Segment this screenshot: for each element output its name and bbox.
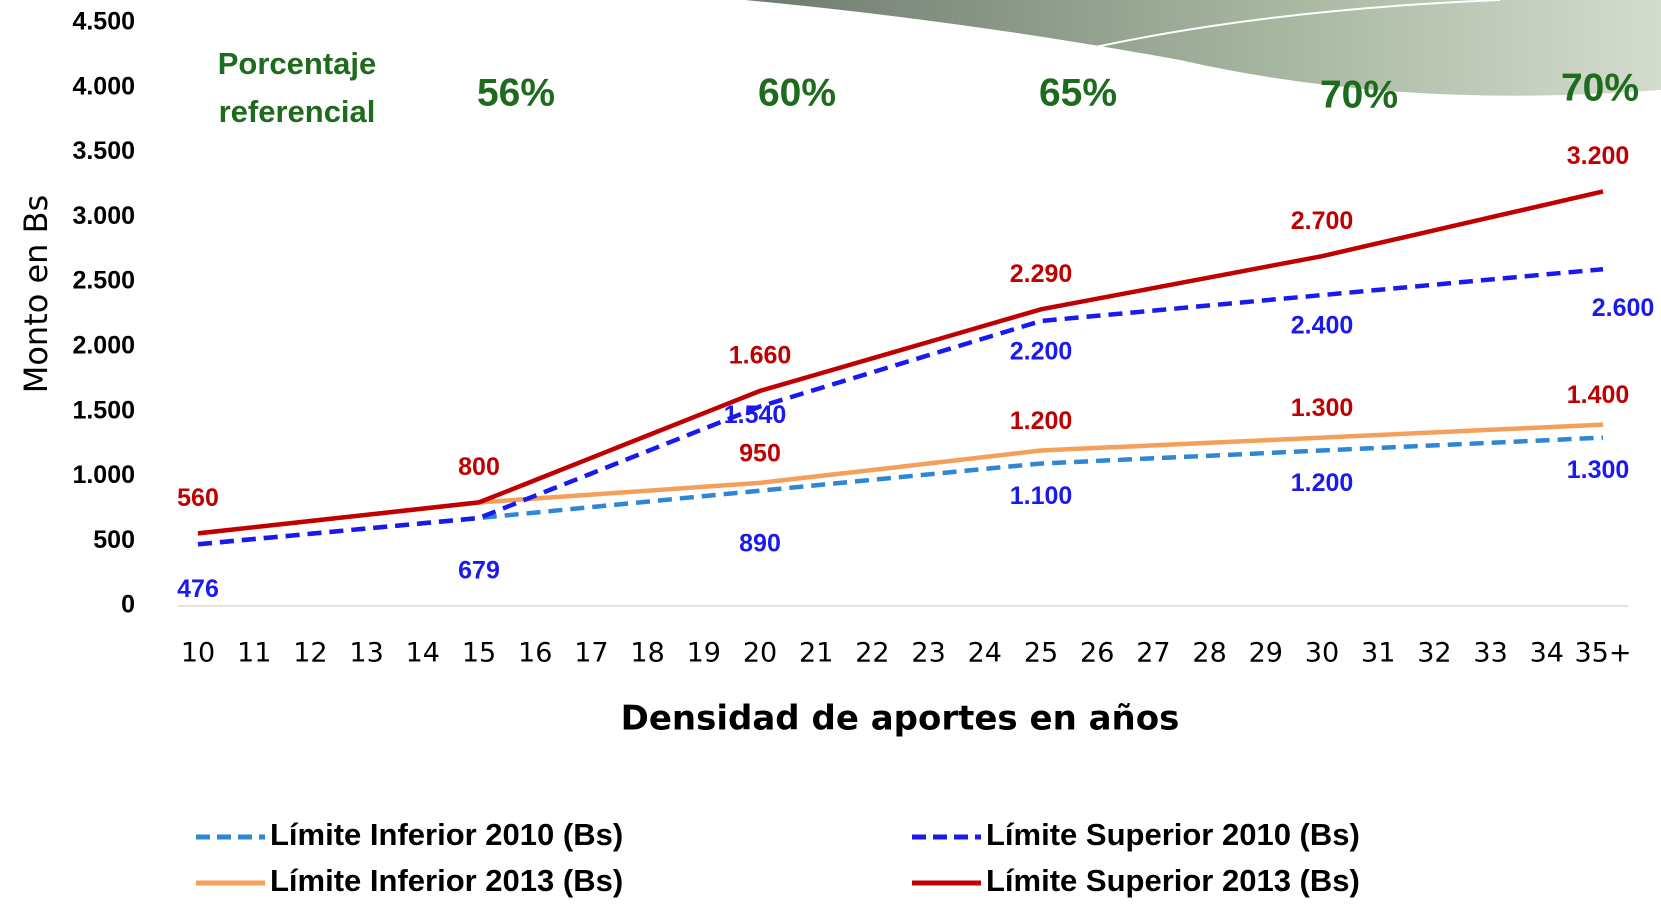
x-tick-label: 19 [687, 638, 721, 669]
x-tick-label: 17 [574, 638, 608, 669]
annotation-heading: referencial [219, 94, 376, 129]
y-tick-label: 2.000 [72, 331, 135, 359]
annotation-heading: Porcentaje [218, 46, 377, 81]
y-tick-label: 4.500 [72, 8, 135, 36]
decoration [745, 0, 1661, 96]
x-tick-label: 34 [1530, 638, 1564, 669]
x-tick-label: 28 [1192, 638, 1226, 669]
data-label: 679 [458, 557, 500, 585]
x-tick-label: 30 [1305, 638, 1339, 669]
y-axis-title: Monto en Bs [17, 195, 55, 394]
x-tick-label: 12 [293, 638, 327, 669]
data-label: 476 [177, 575, 219, 603]
annotation-percentage: 60% [758, 71, 836, 114]
y-tick-label: 0 [121, 591, 135, 619]
data-label: 2.600 [1592, 294, 1655, 322]
data-label: 950 [739, 440, 781, 468]
x-tick-label: 27 [1136, 638, 1170, 669]
data-label: 2.200 [1010, 338, 1073, 366]
x-tick-label: 14 [406, 638, 440, 669]
data-label: 2.400 [1291, 312, 1354, 340]
series-line [197, 435, 1604, 547]
x-tick-label: 20 [743, 638, 777, 669]
annotation-percentage: 70% [1320, 73, 1398, 116]
x-tick-label: 32 [1417, 638, 1451, 669]
y-tick-label: 1.500 [72, 396, 135, 424]
x-tick-label: 11 [237, 638, 271, 669]
data-label: 560 [177, 484, 219, 512]
y-tick-label: 3.000 [72, 202, 135, 230]
data-label: 1.300 [1291, 394, 1354, 422]
legend-label: Límite Inferior 2013 (Bs) [270, 863, 623, 898]
x-tick-label: 24 [968, 638, 1002, 669]
data-label: 800 [458, 453, 500, 481]
x-tick-label: 15 [462, 638, 496, 669]
x-tick-label: 21 [799, 638, 833, 669]
data-label: 1.660 [729, 342, 792, 370]
data-label: 890 [739, 529, 781, 557]
x-tick-label: 26 [1080, 638, 1114, 669]
y-tick-label: 3.500 [72, 137, 135, 165]
x-tick-label: 33 [1473, 638, 1507, 669]
legend-label: Límite Superior 2010 (Bs) [986, 817, 1360, 852]
x-tick-label: 25 [1024, 638, 1058, 669]
data-label: 1.100 [1010, 482, 1073, 510]
data-label: 1.200 [1291, 469, 1354, 497]
y-tick-label: 4.000 [72, 72, 135, 100]
legend-label: Límite Superior 2013 (Bs) [986, 863, 1360, 898]
y-tick-label: 2.500 [72, 267, 135, 295]
x-tick-label: 16 [518, 638, 552, 669]
x-tick-label: 18 [630, 638, 664, 669]
annotation-percentage: 56% [477, 71, 555, 114]
x-tick-label: 22 [855, 638, 889, 669]
decoration [1059, 0, 1501, 56]
data-label: 2.290 [1010, 260, 1073, 288]
data-label: 1.400 [1567, 381, 1630, 409]
x-tick-label: 29 [1249, 638, 1283, 669]
x-tick-label: 23 [911, 638, 945, 669]
x-tick-label: 35+ [1575, 638, 1632, 669]
series-line [197, 266, 1604, 547]
x-tick-label: 31 [1361, 638, 1395, 669]
series-line [197, 189, 1604, 536]
x-axis-title: Densidad de aportes en años [621, 699, 1180, 739]
x-tick-label: 13 [349, 638, 383, 669]
legend-label: Límite Inferior 2010 (Bs) [270, 817, 623, 852]
y-tick-label: 1.000 [72, 461, 135, 489]
data-label: 3.200 [1567, 142, 1630, 170]
x-tick-label: 10 [181, 638, 215, 669]
data-label: 1.540 [724, 401, 787, 429]
data-label: 1.300 [1567, 456, 1630, 484]
data-label: 2.700 [1291, 207, 1354, 235]
annotation-percentage: 65% [1039, 71, 1117, 114]
data-label: 1.200 [1010, 407, 1073, 435]
y-tick-label: 500 [93, 526, 135, 554]
annotation-percentage: 70% [1561, 66, 1639, 109]
